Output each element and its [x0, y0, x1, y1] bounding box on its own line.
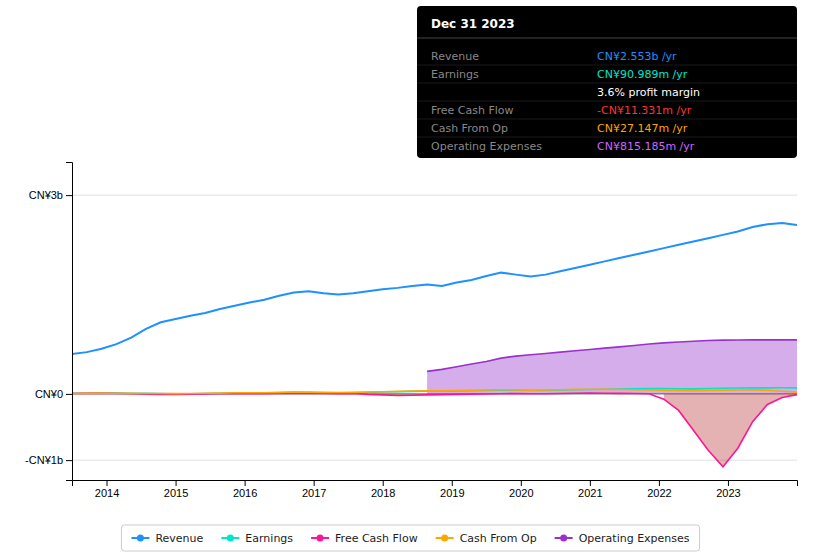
info-box-label: Earnings	[431, 68, 479, 81]
tick-mark	[66, 460, 72, 461]
chart-svg: 2014 2015 2016 2017 2018 2019 2020 2021 2022 2023…	[0, 0, 821, 560]
legend-marker	[137, 535, 144, 542]
series-line	[72, 223, 797, 354]
legend-item: Earnings	[221, 532, 293, 545]
x-tick: 2015	[164, 480, 188, 499]
info-box-label: Free Cash Flow	[431, 104, 514, 117]
x-axis: 2014 2015 2016 2017 2018 2019 2020 2021 2022 2023	[73, 480, 798, 499]
tick-label: 2021	[578, 487, 602, 499]
info-box-label: Operating Expenses	[431, 140, 542, 153]
marks	[72, 223, 797, 467]
y-tick: CN¥3b	[29, 189, 72, 201]
series-line	[72, 393, 797, 467]
grid-line	[72, 460, 797, 461]
tick-mark	[383, 480, 384, 486]
tick-label: 2016	[233, 487, 257, 499]
tick-label: -CN¥1b	[25, 454, 63, 466]
tick-mark	[176, 480, 177, 486]
tick-mark	[728, 480, 729, 486]
legend-label: Operating Expenses	[579, 532, 690, 545]
legend-item: Free Cash Flow	[311, 532, 418, 545]
series-line	[72, 389, 797, 393]
legend-label: Free Cash Flow	[335, 532, 418, 545]
x-tick: 2016	[233, 480, 257, 499]
info-box-separator	[417, 119, 797, 120]
tick-label: 2017	[302, 487, 326, 499]
info-box-separator	[417, 38, 797, 39]
series-line	[72, 388, 797, 394]
tick-mark	[314, 480, 315, 486]
legend-label: Revenue	[155, 532, 203, 545]
info-box-label: Cash From Op	[431, 122, 508, 135]
x-tick: 2018	[371, 480, 395, 499]
x-tick: 2023	[716, 480, 740, 499]
legend: Revenue Earnings Free Cash Flow Cash From O…	[121, 525, 699, 551]
tick-mark	[590, 480, 591, 486]
legend-marker	[227, 535, 234, 542]
info-box-value: CN¥27.147m /yr	[597, 122, 688, 135]
legend-marker	[441, 535, 448, 542]
legend-label: Earnings	[245, 532, 293, 545]
series-area	[427, 340, 797, 394]
info-box-title: Dec 31 2023	[431, 17, 515, 31]
info-box-separator	[417, 137, 797, 138]
info-box-bg	[417, 6, 797, 158]
info-box-value: 3.6% profit margin	[597, 86, 700, 99]
legend-item: Operating Expenses	[555, 532, 690, 545]
info-box-value: -CN¥11.331m /yr	[597, 104, 692, 117]
tick-mark	[659, 480, 660, 486]
tick-label: 2022	[647, 487, 671, 499]
info-box-separator	[417, 65, 797, 66]
tick-label: CN¥3b	[29, 189, 63, 201]
axis-domain	[73, 481, 798, 487]
legend-item: Revenue	[131, 532, 203, 545]
legend-bg	[121, 525, 699, 551]
tick-label: 2015	[164, 487, 188, 499]
x-tick: 2020	[509, 480, 533, 499]
axis-domain	[66, 163, 73, 481]
x-tick: 2022	[647, 480, 671, 499]
y-tick: CN¥0	[35, 388, 72, 400]
legend-label: Cash From Op	[460, 532, 537, 545]
tick-label: 2019	[440, 487, 464, 499]
legend-items: Revenue Earnings Free Cash Flow Cash From O…	[131, 532, 689, 545]
tick-label: 2018	[371, 487, 395, 499]
info-box: Dec 31 2023 Revenue CN¥2.553b /yr Earnings C…	[417, 6, 797, 158]
legend-marker	[317, 535, 324, 542]
tick-label: 2014	[95, 487, 119, 499]
y-tick: -CN¥1b	[25, 454, 72, 466]
x-tick: 2017	[302, 480, 326, 499]
tick-mark	[66, 195, 72, 196]
grid-line	[72, 195, 797, 196]
info-box-value: CN¥2.553b /yr	[597, 50, 677, 63]
legend-marker	[560, 535, 567, 542]
tick-mark	[452, 480, 453, 486]
chart-container: 2014 2015 2016 2017 2018 2019 2020 2021 2022 2023…	[0, 0, 821, 560]
info-box-value: CN¥90.989m /yr	[597, 68, 688, 81]
tick-mark	[66, 394, 72, 395]
series-line	[427, 340, 797, 371]
legend-item: Cash From Op	[436, 532, 537, 545]
info-box-label: Revenue	[431, 50, 479, 63]
y-axis: -CN¥1b CN¥0 CN¥3b	[25, 163, 72, 481]
negative-area	[146, 394, 797, 467]
tick-label: 2020	[509, 487, 533, 499]
tick-mark	[245, 480, 246, 486]
x-tick: 2014	[95, 480, 119, 499]
x-tick: 2019	[440, 480, 464, 499]
x-tick: 2021	[578, 480, 602, 499]
tick-label: CN¥0	[35, 388, 63, 400]
info-box-separator	[417, 83, 797, 84]
tick-mark	[521, 480, 522, 486]
plot-area: 2014 2015 2016 2017 2018 2019 2020 2021 2022 2023…	[25, 163, 797, 499]
tick-label: 2023	[716, 487, 740, 499]
info-box-value: CN¥815.185m /yr	[597, 140, 695, 153]
info-box-separator	[417, 101, 797, 102]
tick-mark	[107, 480, 108, 486]
